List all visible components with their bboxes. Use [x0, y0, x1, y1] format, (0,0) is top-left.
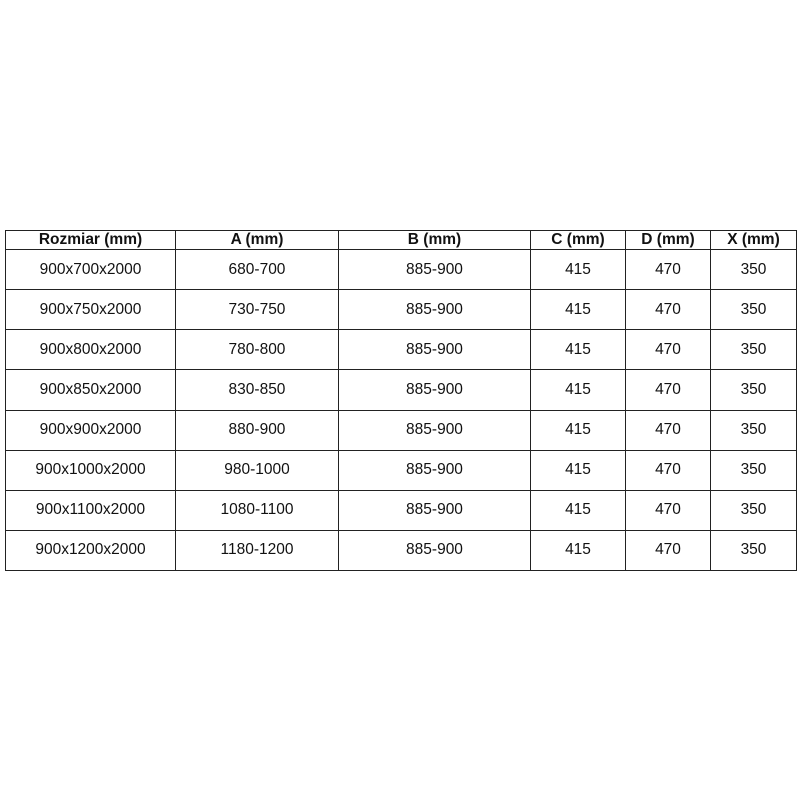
table-cell: 470: [625, 289, 711, 331]
table-cell: 1080-1100: [175, 489, 339, 531]
table-cell: 470: [625, 449, 711, 491]
table-cell: 415: [530, 489, 626, 531]
table-cell: 830-850: [175, 369, 339, 411]
table-cell: 350: [710, 489, 797, 531]
table-cell: 880-900: [175, 409, 339, 451]
table-cell: 885-900: [338, 369, 531, 411]
table-cell: 470: [625, 529, 711, 572]
table-cell: 885-900: [338, 329, 531, 371]
table-cell: 415: [530, 449, 626, 491]
table-cell: 730-750: [175, 289, 339, 331]
table-cell: 350: [710, 529, 797, 572]
table-cell: 900x1200x2000: [5, 529, 176, 572]
table-cell: 415: [530, 409, 626, 451]
column-header: B (mm): [338, 230, 531, 250]
table-cell: 350: [710, 409, 797, 451]
table-cell: 885-900: [338, 248, 531, 291]
table-cell: 415: [530, 248, 626, 291]
table-cell: 900x1000x2000: [5, 449, 176, 491]
column-header: A (mm): [175, 230, 339, 250]
table-cell: 470: [625, 248, 711, 291]
table-row: 900x1200x2000 1180-1200 885-900 415 470 350: [5, 529, 797, 572]
table-cell: 885-900: [338, 529, 531, 572]
table-row: 900x1000x2000 980-1000 885-900 415 470 350: [5, 449, 797, 491]
table-row: 900x750x2000 730-750 885-900 415 470 350: [5, 289, 797, 331]
table-cell: 350: [710, 329, 797, 371]
table-cell: 980-1000: [175, 449, 339, 491]
table-row: 900x850x2000 830-850 885-900 415 470 350: [5, 369, 797, 411]
column-header: X (mm): [710, 230, 797, 250]
table-cell: 885-900: [338, 449, 531, 491]
column-header: Rozmiar (mm): [5, 230, 176, 250]
column-header: D (mm): [625, 230, 711, 250]
table-row: 900x1100x2000 1080-1100 885-900 415 470 350: [5, 489, 797, 531]
table-cell: 885-900: [338, 289, 531, 331]
table-row: 900x800x2000 780-800 885-900 415 470 350: [5, 329, 797, 371]
table-cell: 415: [530, 329, 626, 371]
table-cell: 900x900x2000: [5, 409, 176, 451]
header-row: Rozmiar (mm) A (mm) B (mm) C (mm) D (mm) X (m…: [5, 230, 797, 250]
table-cell: 900x850x2000: [5, 369, 176, 411]
table-row: 900x700x2000 680-700 885-900 415 470 350: [5, 248, 797, 291]
table-cell: 350: [710, 289, 797, 331]
table-cell: 415: [530, 529, 626, 572]
table-cell: 350: [710, 449, 797, 491]
table-cell: 350: [710, 369, 797, 411]
table-cell: 780-800: [175, 329, 339, 371]
table-cell: 680-700: [175, 248, 339, 291]
table-cell: 900x700x2000: [5, 248, 176, 291]
column-header: C (mm): [530, 230, 626, 250]
table-cell: 415: [530, 289, 626, 331]
dimensions-table: Rozmiar (mm) A (mm) B (mm) C (mm) D (mm) X (m…: [5, 230, 797, 572]
table-cell: 900x800x2000: [5, 329, 176, 371]
table-row: 900x900x2000 880-900 885-900 415 470 350: [5, 409, 797, 451]
table-cell: 885-900: [338, 489, 531, 531]
table-cell: 470: [625, 489, 711, 531]
table-cell: 900x1100x2000: [5, 489, 176, 531]
table-cell: 470: [625, 409, 711, 451]
table-cell: 350: [710, 248, 797, 291]
table-cell: 415: [530, 369, 626, 411]
table-cell: 900x750x2000: [5, 289, 176, 331]
table-cell: 885-900: [338, 409, 531, 451]
table-cell: 1180-1200: [175, 529, 339, 572]
table-cell: 470: [625, 329, 711, 371]
table-cell: 470: [625, 369, 711, 411]
